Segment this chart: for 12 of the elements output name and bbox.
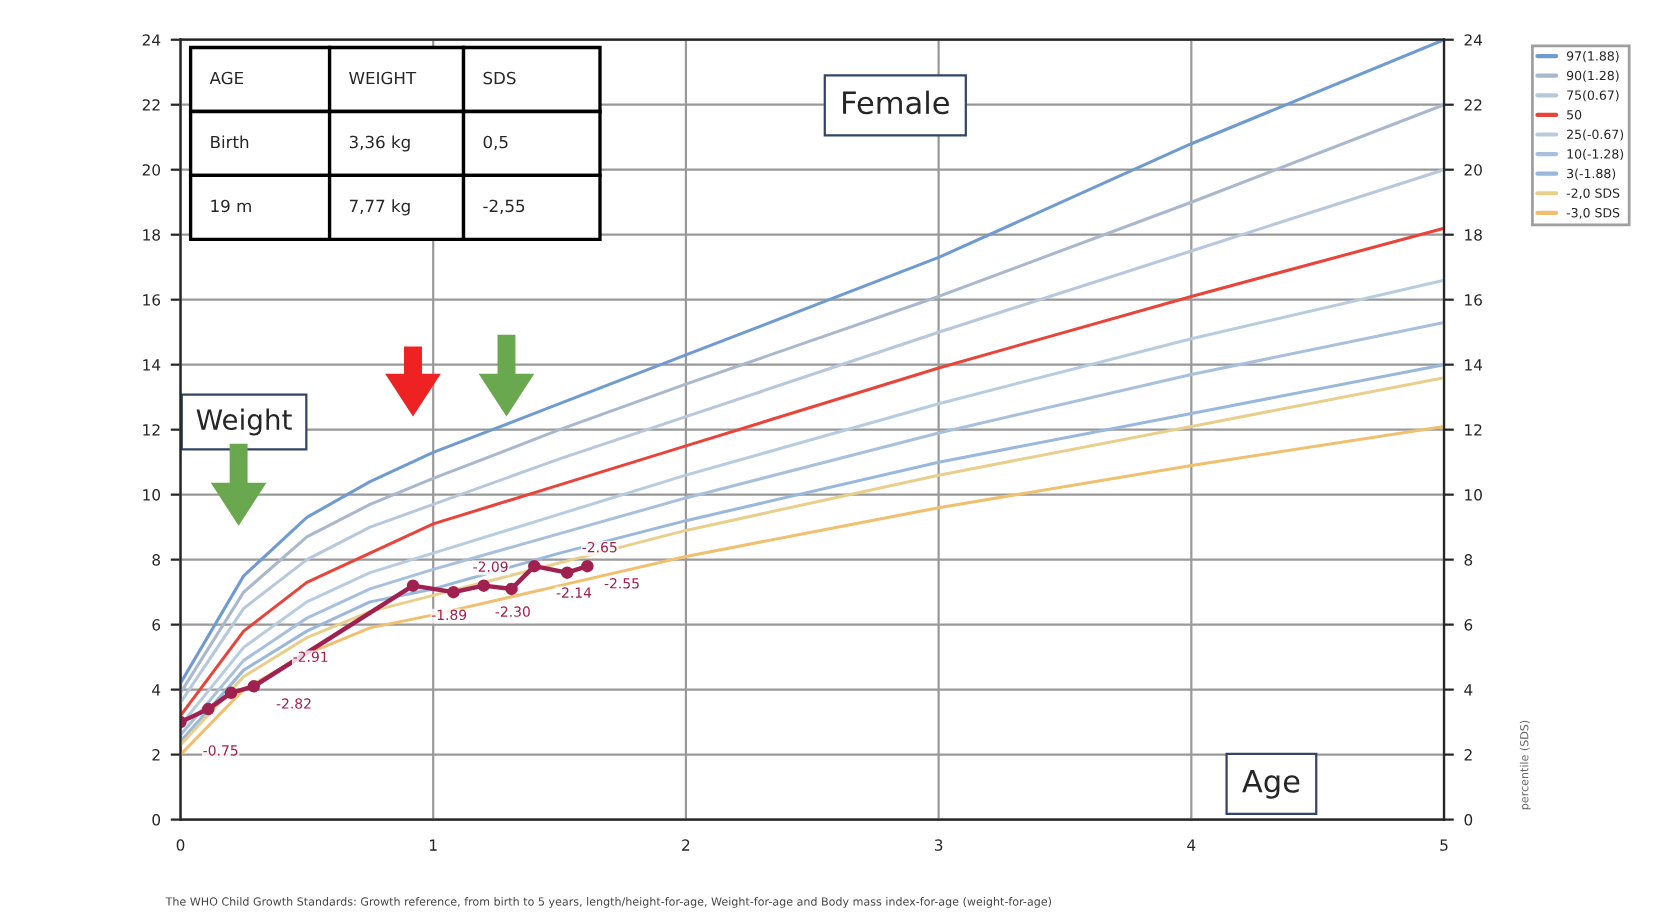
annotation: AGE [209,71,244,85]
annotation: 0,5 [483,135,508,150]
annotation: Age [1242,770,1300,799]
annotation: SDS [483,71,516,85]
annotation: 3,36 kg [349,135,410,152]
annotation: -2,55 [483,199,525,214]
annotation: 7,77 kg [349,199,410,216]
annotation: Weight [196,408,292,436]
annotation: WEIGHT [349,71,417,85]
annotation: 19 m [211,199,251,213]
annotation: Female [843,90,949,115]
annotation: Birth [211,135,249,149]
